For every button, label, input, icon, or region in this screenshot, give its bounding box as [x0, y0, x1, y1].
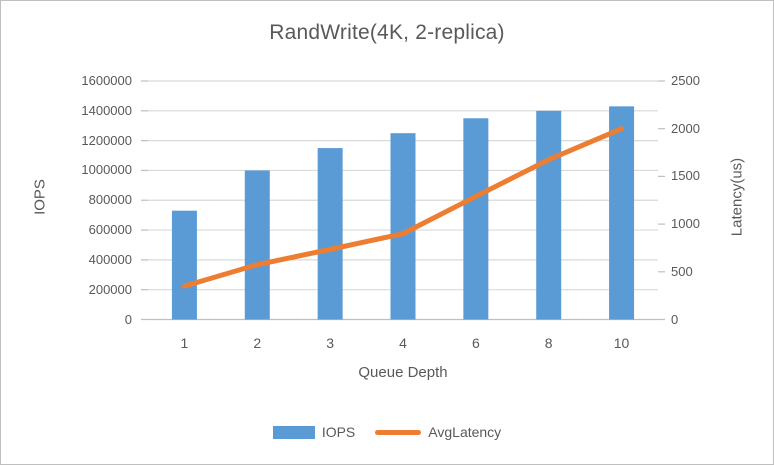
- legend: IOPS AvgLatency: [1, 424, 773, 440]
- legend-label-avglatency: AvgLatency: [428, 424, 502, 440]
- y-right-tick-label: 500: [671, 263, 693, 279]
- bar-qd-8: [536, 110, 562, 320]
- x-category-label: 1: [180, 335, 189, 351]
- legend-bar-swatch-icon: [272, 425, 315, 439]
- x-category-label: 6: [471, 335, 480, 351]
- bar-qd-1: [171, 210, 197, 320]
- y-left-tick-label: 800000: [88, 192, 132, 208]
- x-category-label: 3: [326, 335, 335, 351]
- x-category-label: 4: [399, 335, 407, 351]
- legend-line-swatch-icon: [375, 429, 422, 435]
- y-right-tick-label: 2500: [671, 73, 700, 88]
- legend-label-iops: IOPS: [321, 424, 356, 440]
- y-left-tick-label: 200000: [88, 281, 132, 297]
- bar-qd-3: [317, 148, 343, 320]
- bar-qd-4: [390, 133, 416, 320]
- y-left-tick-label: 0: [124, 311, 132, 327]
- y-left-tick-label: 1200000: [81, 132, 132, 148]
- avglatency-line: [181, 126, 625, 289]
- legend-item-avglatency: AvgLatency: [375, 424, 501, 440]
- y-right-tick-label: 1500: [671, 168, 700, 184]
- x-category-label: 8: [544, 335, 553, 351]
- y-right-tick-label: 0: [671, 311, 679, 327]
- y-right-tick-label: 2000: [671, 120, 700, 136]
- y-axis-title-left: IOPS: [31, 179, 49, 215]
- bar-qd-10: [609, 106, 635, 320]
- y-left-tick-label: 400000: [88, 251, 132, 267]
- y-right-tick-label: 1000: [671, 216, 700, 232]
- x-category-label: 10: [613, 335, 630, 351]
- x-category-label: 2: [253, 335, 262, 351]
- bar-qd-2: [244, 170, 270, 320]
- y-left-tick-label: 600000: [88, 222, 132, 238]
- y-left-tick-label: 1000000: [81, 162, 132, 178]
- y-axis-title-right: Latency(us): [728, 157, 746, 237]
- bar-qd-6: [463, 118, 489, 320]
- chart-title: RandWrite(4K, 2-replica): [269, 21, 505, 44]
- x-axis-title: Queue Depth: [358, 364, 448, 381]
- y-left-tick-label: 1400000: [81, 102, 132, 118]
- y-left-tick-label: 1600000: [81, 73, 132, 88]
- legend-item-iops: IOPS: [272, 424, 356, 440]
